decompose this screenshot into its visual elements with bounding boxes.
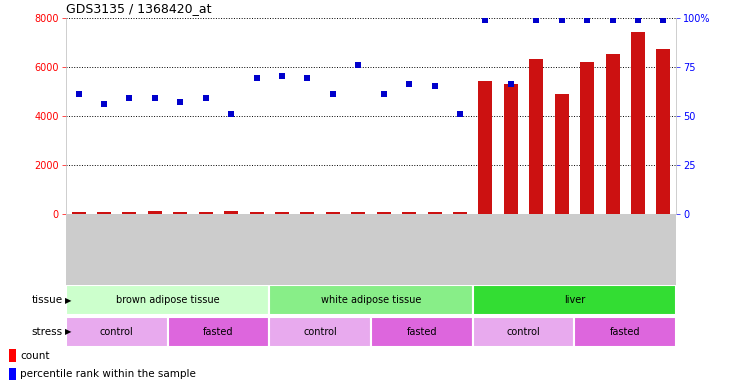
Point xyxy=(428,83,440,89)
Bar xyxy=(249,212,264,214)
Bar xyxy=(173,212,187,214)
Text: fasted: fasted xyxy=(406,327,437,337)
Point xyxy=(531,17,542,23)
Point xyxy=(149,95,161,101)
Bar xyxy=(529,59,543,214)
Bar xyxy=(371,317,473,347)
Point xyxy=(378,91,390,97)
Bar xyxy=(575,317,676,347)
Bar xyxy=(631,32,645,214)
Bar xyxy=(122,212,137,214)
Point xyxy=(480,17,491,23)
Text: white adipose tissue: white adipose tissue xyxy=(321,295,421,305)
Bar xyxy=(97,212,111,214)
Bar xyxy=(473,317,575,347)
Bar xyxy=(269,317,371,347)
Bar xyxy=(428,212,442,214)
Bar xyxy=(300,212,314,214)
Point xyxy=(505,81,517,87)
Bar xyxy=(656,50,670,214)
Bar xyxy=(66,285,269,315)
Text: brown adipose tissue: brown adipose tissue xyxy=(115,295,219,305)
Bar xyxy=(167,317,269,347)
Bar xyxy=(473,285,676,315)
Bar xyxy=(504,84,518,214)
Text: control: control xyxy=(303,327,337,337)
Text: count: count xyxy=(20,351,50,361)
Bar xyxy=(9,349,16,362)
Point xyxy=(302,75,314,81)
Bar xyxy=(66,317,167,347)
Text: control: control xyxy=(99,327,134,337)
Bar xyxy=(9,367,16,380)
Bar xyxy=(478,81,493,214)
Bar xyxy=(269,285,473,315)
Point xyxy=(251,75,262,81)
Bar xyxy=(275,212,289,214)
Bar xyxy=(326,212,340,214)
Point xyxy=(632,17,644,23)
Point xyxy=(352,61,364,68)
Point xyxy=(556,17,567,23)
Point xyxy=(98,101,110,107)
Bar xyxy=(555,94,569,214)
Bar xyxy=(605,55,620,214)
Bar xyxy=(224,211,238,214)
Text: tissue: tissue xyxy=(31,295,63,305)
Text: percentile rank within the sample: percentile rank within the sample xyxy=(20,369,197,379)
Point xyxy=(404,81,415,87)
Text: control: control xyxy=(507,327,540,337)
Point xyxy=(658,17,670,23)
Point xyxy=(72,91,84,97)
Bar xyxy=(580,62,594,214)
Bar xyxy=(148,212,162,214)
Point xyxy=(327,91,338,97)
Bar xyxy=(402,212,416,214)
Text: ▶: ▶ xyxy=(65,327,72,336)
Point xyxy=(454,111,466,117)
Point xyxy=(581,17,593,23)
Point xyxy=(607,17,618,23)
Point xyxy=(124,95,135,101)
Text: stress: stress xyxy=(31,327,63,337)
Text: ▶: ▶ xyxy=(65,296,72,305)
Bar xyxy=(376,212,390,214)
Text: fasted: fasted xyxy=(203,327,234,337)
Point xyxy=(175,99,186,105)
Point xyxy=(225,111,237,117)
Bar xyxy=(352,212,366,214)
Bar xyxy=(72,212,86,214)
Point xyxy=(276,73,288,79)
Text: fasted: fasted xyxy=(610,327,640,337)
Bar xyxy=(453,212,467,214)
Bar xyxy=(199,212,213,214)
Point xyxy=(200,95,211,101)
Text: liver: liver xyxy=(564,295,585,305)
Text: GDS3135 / 1368420_at: GDS3135 / 1368420_at xyxy=(66,2,211,15)
